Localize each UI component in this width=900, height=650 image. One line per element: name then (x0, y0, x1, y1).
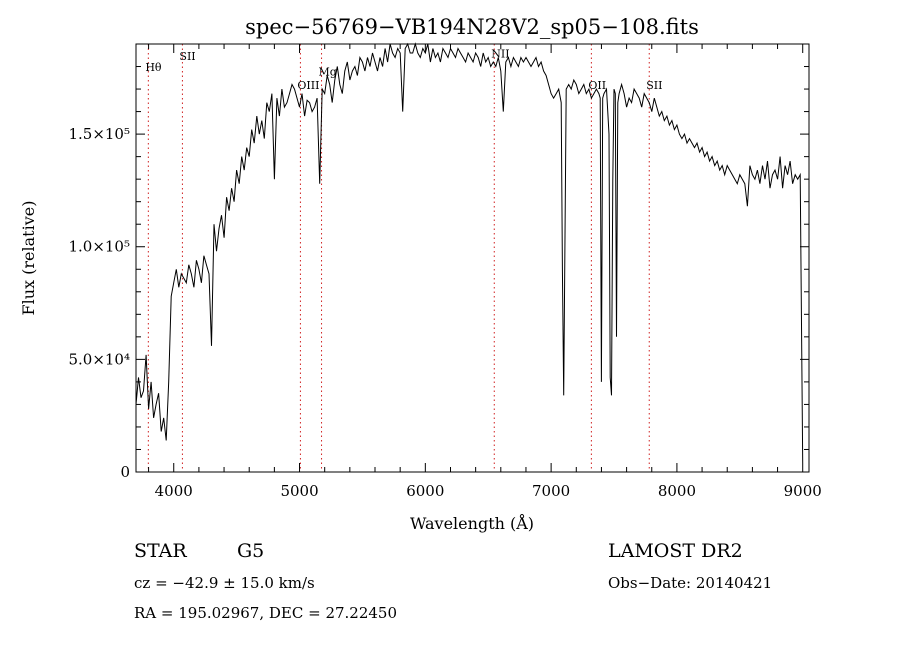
y-axis: 0 5.0×10⁴ 1.0×10⁵ 1.5×10⁵ (68, 66, 809, 481)
x-tick-label: 7000 (532, 482, 570, 500)
x-tick-label: 4000 (155, 482, 193, 500)
x-tick-label: 5000 (280, 482, 318, 500)
coordinates: RA = 195.02967, DEC = 27.22450 (134, 604, 398, 622)
chart-title: spec−56769−VB194N28V2_sp05−108.fits (245, 15, 699, 39)
x-tick-label: 8000 (658, 482, 696, 500)
plot-frame (135, 43, 810, 473)
reference-line-label: Hθ (145, 61, 162, 74)
y-axis-label: Flux (relative) (19, 201, 38, 316)
x-axis-label: Wavelength (Å) (410, 513, 534, 533)
reference-line-label: OIII (297, 79, 319, 92)
object-class: STAR (134, 540, 187, 562)
y-tick-label: 1.0×10⁵ (68, 238, 130, 256)
x-axis: 4000 5000 6000 7000 8000 9000 (148, 44, 822, 500)
reference-line-label: OII (588, 79, 606, 92)
x-tick-label: 6000 (406, 482, 444, 500)
reference-line-label: Mg (319, 66, 337, 79)
observation-date: Obs−Date: 20140421 (608, 574, 773, 592)
y-tick-label: 1.5×10⁵ (68, 125, 130, 143)
reference-line-label: NII (491, 48, 509, 61)
redshift-cz: cz = −42.9 ± 15.0 km/s (134, 574, 315, 592)
subclass: G5 (237, 540, 265, 562)
y-tick-label: 5.0×10⁴ (68, 350, 130, 368)
y-tick-label: 0 (120, 463, 130, 481)
x-tick-label: 9000 (784, 482, 822, 500)
reference-line-label: SII (179, 50, 195, 63)
reference-line-label: SII (646, 79, 662, 92)
survey-name: LAMOST DR2 (608, 540, 743, 562)
spectrum-line (135, 42, 804, 464)
